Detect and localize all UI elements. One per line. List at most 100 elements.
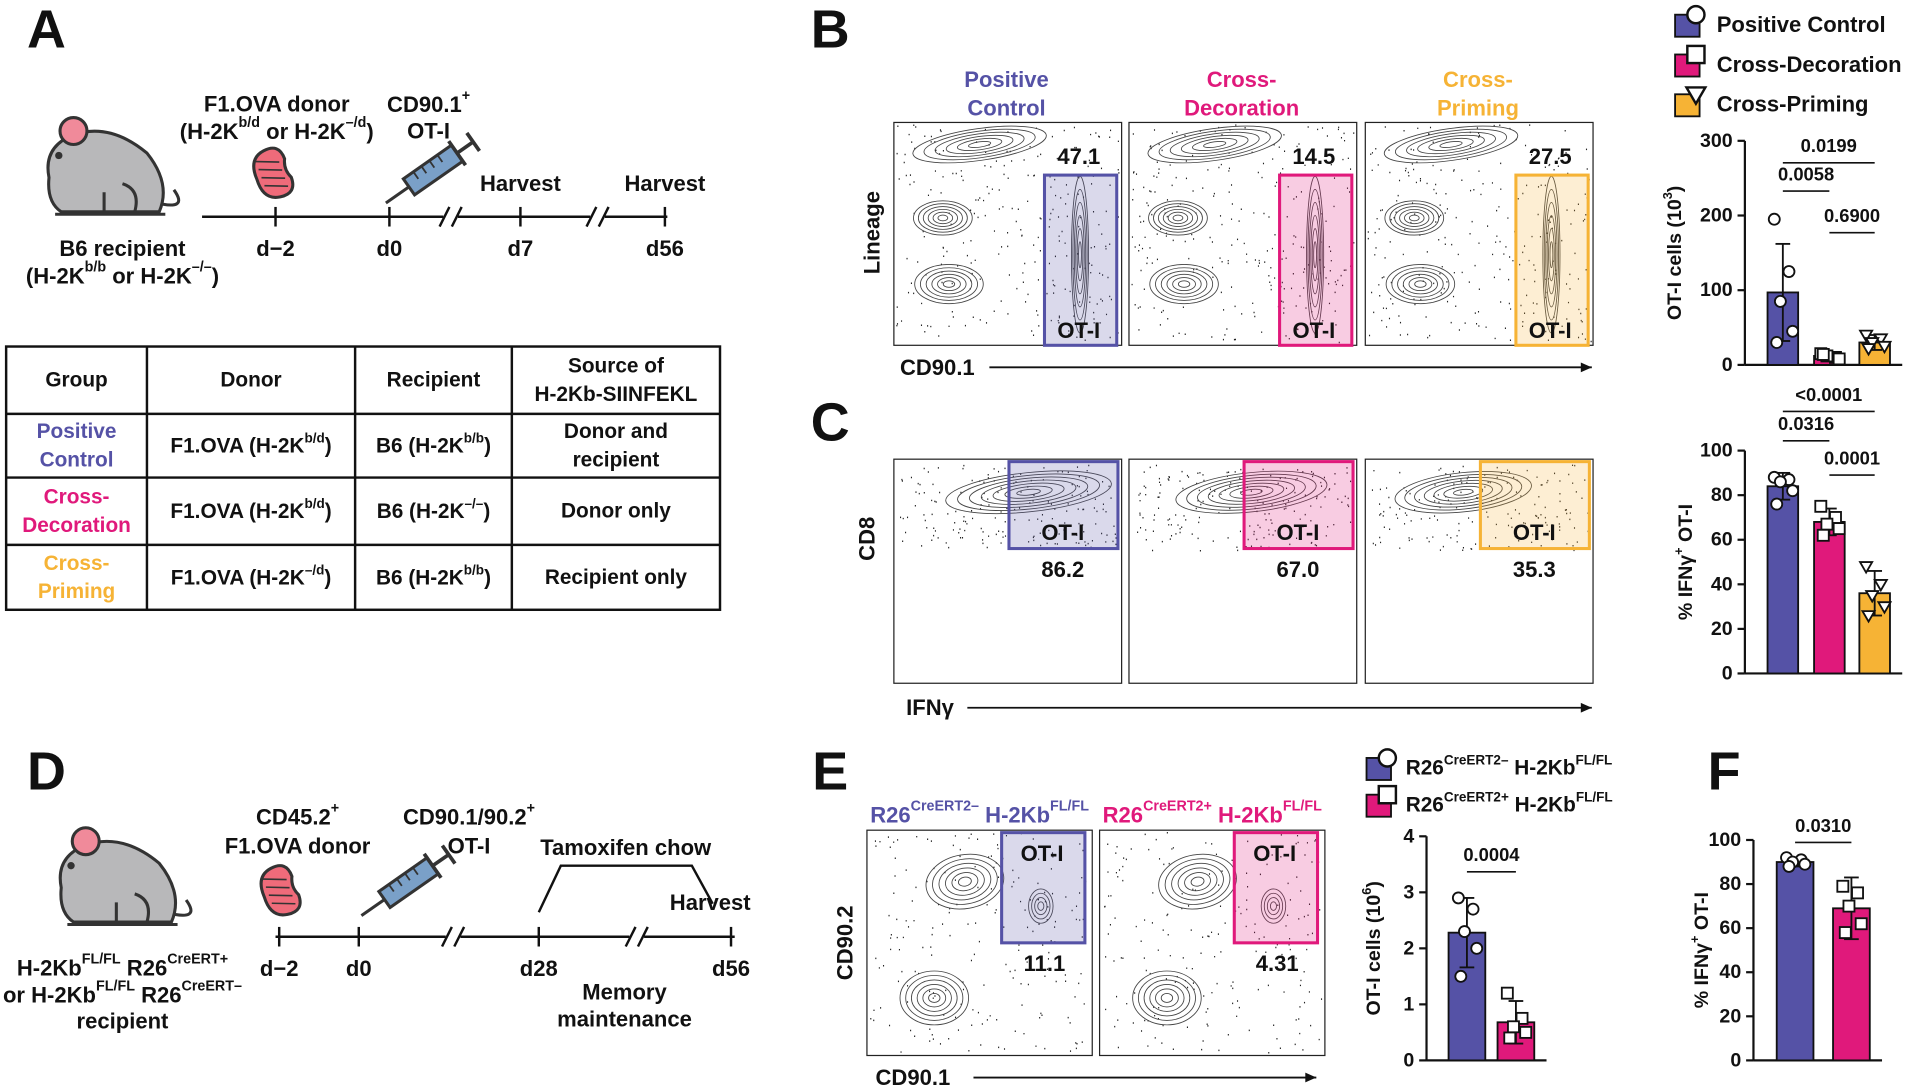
legend-label: Positive Control <box>1717 12 1886 37</box>
panel-letter: F <box>1708 741 1741 801</box>
point <box>1838 926 1852 939</box>
syringe-icon <box>385 131 481 205</box>
panel-letter: E <box>812 741 848 801</box>
contour <box>912 125 1047 164</box>
contour <box>1207 479 1296 505</box>
gate-fill <box>1244 461 1354 549</box>
text-part: B6 (H-2K <box>377 500 465 523</box>
text-part: FL/FL <box>82 951 121 967</box>
contour <box>1404 474 1523 511</box>
text-part: FL/FL <box>96 978 135 994</box>
bar <box>1766 485 1800 675</box>
mouse-leg <box>102 182 138 213</box>
table-cell: H-2Kb-SIINFEKL <box>534 383 697 406</box>
gate-fill <box>1515 175 1589 346</box>
contour <box>1543 188 1559 321</box>
contour <box>1158 853 1237 910</box>
text-part: CreERT– <box>182 978 242 994</box>
contour <box>1149 264 1219 305</box>
contour <box>1162 208 1194 227</box>
event-dots <box>1104 832 1323 1054</box>
mouse-eye <box>67 862 75 870</box>
text-part: B6 (H-2K <box>376 566 464 589</box>
legend-marker <box>1686 44 1706 65</box>
text-part: CD90.1/90.2 <box>403 804 527 829</box>
mouse-icon <box>58 826 193 927</box>
contour <box>914 264 984 305</box>
text-part: F1.OVA (H-2K <box>170 500 304 523</box>
recipient-label: recipient <box>77 1009 169 1034</box>
p-value: <0.0001 <box>1795 384 1862 405</box>
contour <box>1310 215 1320 295</box>
contour <box>1394 471 1532 514</box>
gate <box>1278 173 1354 347</box>
axis-break-gap <box>629 931 645 942</box>
contour <box>1260 888 1287 924</box>
panel-letter: A <box>27 0 66 59</box>
text-part: (H-2K <box>26 263 85 288</box>
contour <box>917 203 968 233</box>
contour <box>1307 188 1323 321</box>
gate-percent: 27.5 <box>1529 144 1572 169</box>
text-part: R26 <box>1103 802 1143 827</box>
point <box>1515 1011 1529 1025</box>
gate <box>1514 173 1590 347</box>
contour <box>922 988 947 1008</box>
contour <box>913 200 973 236</box>
table-cell: Source of <box>568 355 664 378</box>
organ-stripe <box>262 878 287 881</box>
axis-break <box>624 926 637 948</box>
plunger <box>456 140 475 155</box>
contour <box>1399 208 1430 227</box>
point <box>1832 522 1846 536</box>
barrel <box>401 143 465 198</box>
gate-percent: 86.2 <box>1041 557 1084 582</box>
event-dots <box>1137 464 1354 552</box>
contour <box>1311 228 1319 282</box>
contour <box>1266 897 1281 916</box>
panel-letter: D <box>27 741 66 801</box>
contour <box>1037 901 1045 911</box>
contour <box>1149 984 1185 1012</box>
table-cell: B6 (H-2Kb/b) <box>376 431 491 458</box>
gate <box>1000 831 1087 945</box>
table-cell: Decoration <box>22 514 131 537</box>
text-part: b/b <box>85 260 107 276</box>
point <box>1873 578 1889 593</box>
point <box>1770 497 1784 511</box>
barrel-mark <box>388 883 395 893</box>
recipient-label: (H-2Kb/b or H-2K–/–) <box>26 260 219 289</box>
axis-break <box>597 206 610 228</box>
legend-label: Cross-Priming <box>1717 92 1869 117</box>
text-part: H-2Kb <box>1212 802 1283 827</box>
point <box>1786 324 1800 338</box>
text-part: CreERT2+ <box>1444 789 1509 804</box>
point <box>1786 484 1800 498</box>
legend-marker <box>1377 748 1398 768</box>
contour <box>1076 228 1084 282</box>
contour <box>945 470 1112 515</box>
day-label: d56 <box>712 956 750 981</box>
tcell-label: CD90.1+ <box>387 88 470 116</box>
text-part: –/d <box>346 115 367 131</box>
point <box>1770 336 1784 349</box>
contour <box>945 867 985 896</box>
contour <box>1155 988 1179 1008</box>
p-value: 0.0058 <box>1778 163 1834 184</box>
group-header: Decoration <box>1184 95 1299 120</box>
y-tick-label: 2 <box>1403 937 1414 959</box>
p-value: 0.0004 <box>1463 844 1520 865</box>
point <box>1832 352 1846 366</box>
gate <box>1007 460 1120 551</box>
group-header: Cross- <box>1207 67 1277 92</box>
text-part: FL/FL <box>1575 753 1612 768</box>
gate-fill <box>1001 832 1085 943</box>
gate-label: OT-I <box>1529 318 1572 343</box>
contour <box>968 476 1089 508</box>
tamoxifen-bracket <box>537 864 714 913</box>
text-part: B6 (H-2K <box>376 434 464 457</box>
tcell-label: CD90.1/90.2+ <box>403 801 535 829</box>
y-axis-label: % IFNγ+ OT-I <box>1687 892 1713 1008</box>
contour <box>1414 476 1513 508</box>
